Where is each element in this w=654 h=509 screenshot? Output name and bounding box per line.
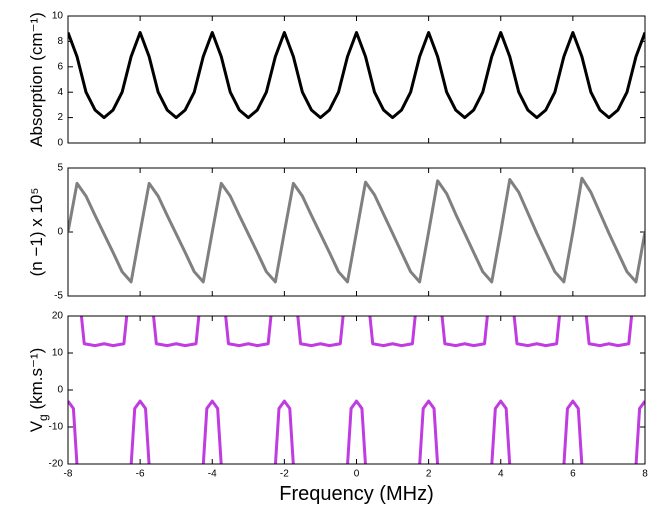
y-axis-label-main: V <box>27 420 46 432</box>
x-tick-label: 8 <box>642 469 648 480</box>
axes-frame <box>67 15 646 144</box>
x-tick-label: -2 <box>280 469 289 480</box>
y-tick-label: 0 <box>57 227 63 238</box>
data-line <box>68 316 645 464</box>
y-tick-label: -10 <box>49 422 64 433</box>
y-axis-label-rest: (km.s⁻¹) <box>27 348 46 415</box>
y-tick-label: 0 <box>57 138 63 149</box>
y-axis-label: Absorption (cm⁻¹) <box>27 12 46 147</box>
y-tick-label: 6 <box>57 61 63 72</box>
axes-frame <box>67 315 646 465</box>
y-tick-label: 10 <box>52 348 64 359</box>
data-line <box>68 31 645 120</box>
x-tick-label: -4 <box>208 469 217 480</box>
y-tick-label: 0 <box>57 385 63 396</box>
y-tick-label: 5 <box>57 163 63 174</box>
y-tick-label: 4 <box>57 87 63 98</box>
y-axis-label: Vg (km.s⁻¹) <box>27 348 50 433</box>
y-tick-label: -5 <box>54 291 63 302</box>
x-tick-label: 4 <box>498 469 504 480</box>
x-tick-label: -6 <box>136 469 145 480</box>
y-tick-label: 2 <box>57 112 63 123</box>
x-tick-label: 6 <box>570 469 576 480</box>
y-axis-label-sub: g <box>36 414 50 421</box>
axes-frame <box>67 167 646 297</box>
data-line <box>68 176 645 284</box>
y-axis-label: (n −1) x 10⁵ <box>27 188 46 277</box>
y-tick-label: 20 <box>52 311 64 322</box>
x-tick-label: 2 <box>426 469 432 480</box>
x-axis-label: Frequency (MHz) <box>279 483 433 505</box>
y-tick-label: 8 <box>57 36 63 47</box>
y-tick-label: -20 <box>49 459 64 470</box>
y-tick-label: 10 <box>52 11 64 22</box>
x-tick-label: 0 <box>354 469 360 480</box>
x-tick-label: -8 <box>64 469 73 480</box>
